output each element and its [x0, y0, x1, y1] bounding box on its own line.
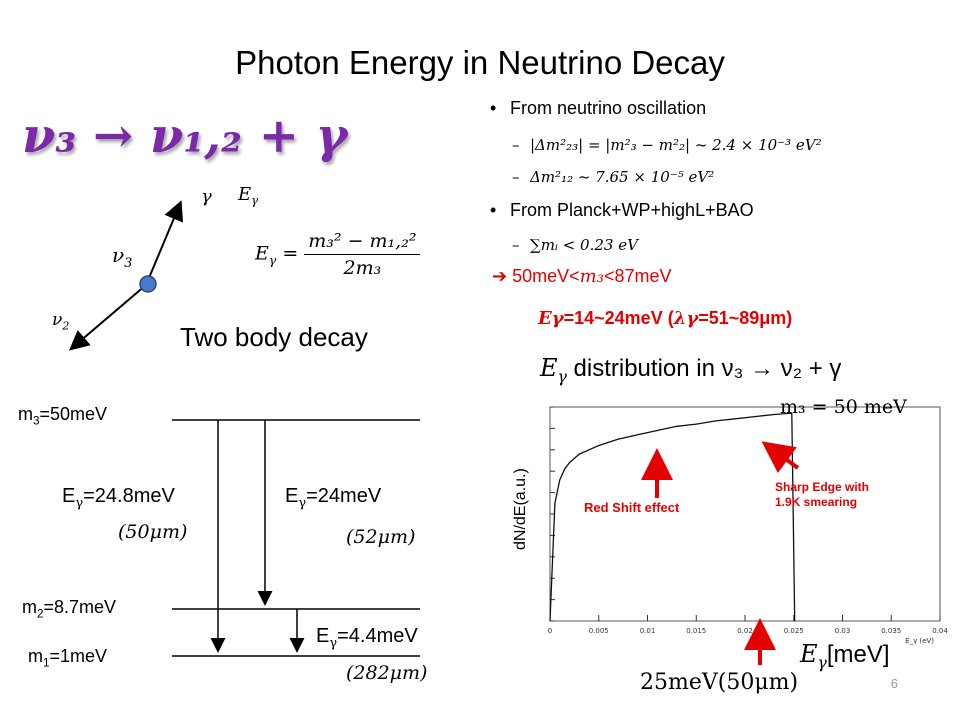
transition-3-1-energy: Eγ=24.8meV — [62, 485, 175, 511]
x-axis-small-label: E_γ (eV) — [905, 637, 934, 645]
energy-level-diagram — [172, 419, 420, 657]
energy-formula: Eγ = m₃² − m₁,₂² 2m₃ — [255, 230, 421, 279]
mass-range: ➔ 50meV<m₃<87meV — [492, 266, 672, 287]
m3-annotation: m₃ = 50 meV — [780, 396, 907, 418]
x-tick-label: 0.04 — [932, 627, 948, 635]
red-shift-annotation: Red Shift effect — [584, 500, 680, 515]
nu3-label: ν3 — [112, 243, 133, 271]
bullet-sum-mass: – ∑mᵢ < 0.23 eV — [512, 236, 638, 254]
x-axis-label: Eγ[meV] — [800, 640, 890, 672]
decay-diagram — [68, 200, 184, 351]
x-tick-label: 0.035 — [881, 627, 901, 635]
sharp-edge-annotation: Sharp Edge with 1.9K smearing — [775, 480, 870, 509]
bullet-dm12: – Δm²₁₂ ~ 7.65 × 10⁻⁵ eV² — [512, 168, 715, 186]
transition-3-2-energy: Eγ=24meV — [285, 485, 382, 511]
e-gamma-label: Eγ — [238, 184, 259, 208]
transition-2-1-energy: Eγ=4.4meV — [316, 625, 418, 651]
transition-3-2-wavelength: (52μm) — [346, 526, 416, 548]
spectrum-line — [549, 412, 796, 622]
nu2-label: ν2 — [52, 310, 70, 333]
x-tick-label: 0 — [548, 627, 552, 635]
bullet-planck: • From Planck+WP+highL+BAO — [490, 200, 754, 220]
x-tick-label: 0.005 — [589, 627, 609, 635]
nu2-arrow — [68, 284, 147, 351]
x-tick-label: 0.025 — [784, 627, 804, 635]
m3-level-label: m3=50meV — [18, 404, 108, 428]
transition-2-1-wavelength: (282μm) — [346, 662, 428, 684]
photon-arrow — [145, 200, 184, 286]
y-axis-label: dN/dE(a.u.) — [512, 468, 529, 550]
decay-headline: ν₃ → ν₁,₂ + γ — [22, 108, 348, 164]
x-tick-label: 0.03 — [835, 627, 851, 635]
two-body-label: Two body decay — [180, 322, 368, 352]
x-tick-label: 0.015 — [686, 627, 706, 635]
transition-3-1-wavelength: (50μm) — [118, 521, 188, 543]
m2-level-label: m2=8.7meV — [22, 597, 117, 621]
nu3-particle — [139, 275, 157, 293]
edge-energy-label: 25meV(50μm) — [640, 670, 799, 695]
page-title: Photon Energy in Neutrino Decay — [235, 44, 725, 81]
m1-level-label: m1=1meV — [28, 646, 108, 670]
bullet-oscillation: • From neutrino oscillation — [490, 98, 707, 118]
gamma-label: γ — [201, 186, 212, 207]
sharp-edge-arrow — [761, 441, 800, 474]
energy-range: Eγ=14~24meV (λγ=51~89μm) — [538, 308, 793, 329]
x-tick-label: 0.01 — [640, 627, 656, 635]
annotation-arrows — [641, 441, 800, 665]
chart-title: Eγ distribution in ν₃ → ν₂ + γ — [540, 354, 842, 386]
page-number: 6 — [890, 676, 898, 691]
bullet-dm23: – |Δm²₂₃| = |m²₃ − m²₂| ~ 2.4 × 10⁻³ eV² — [512, 136, 822, 154]
